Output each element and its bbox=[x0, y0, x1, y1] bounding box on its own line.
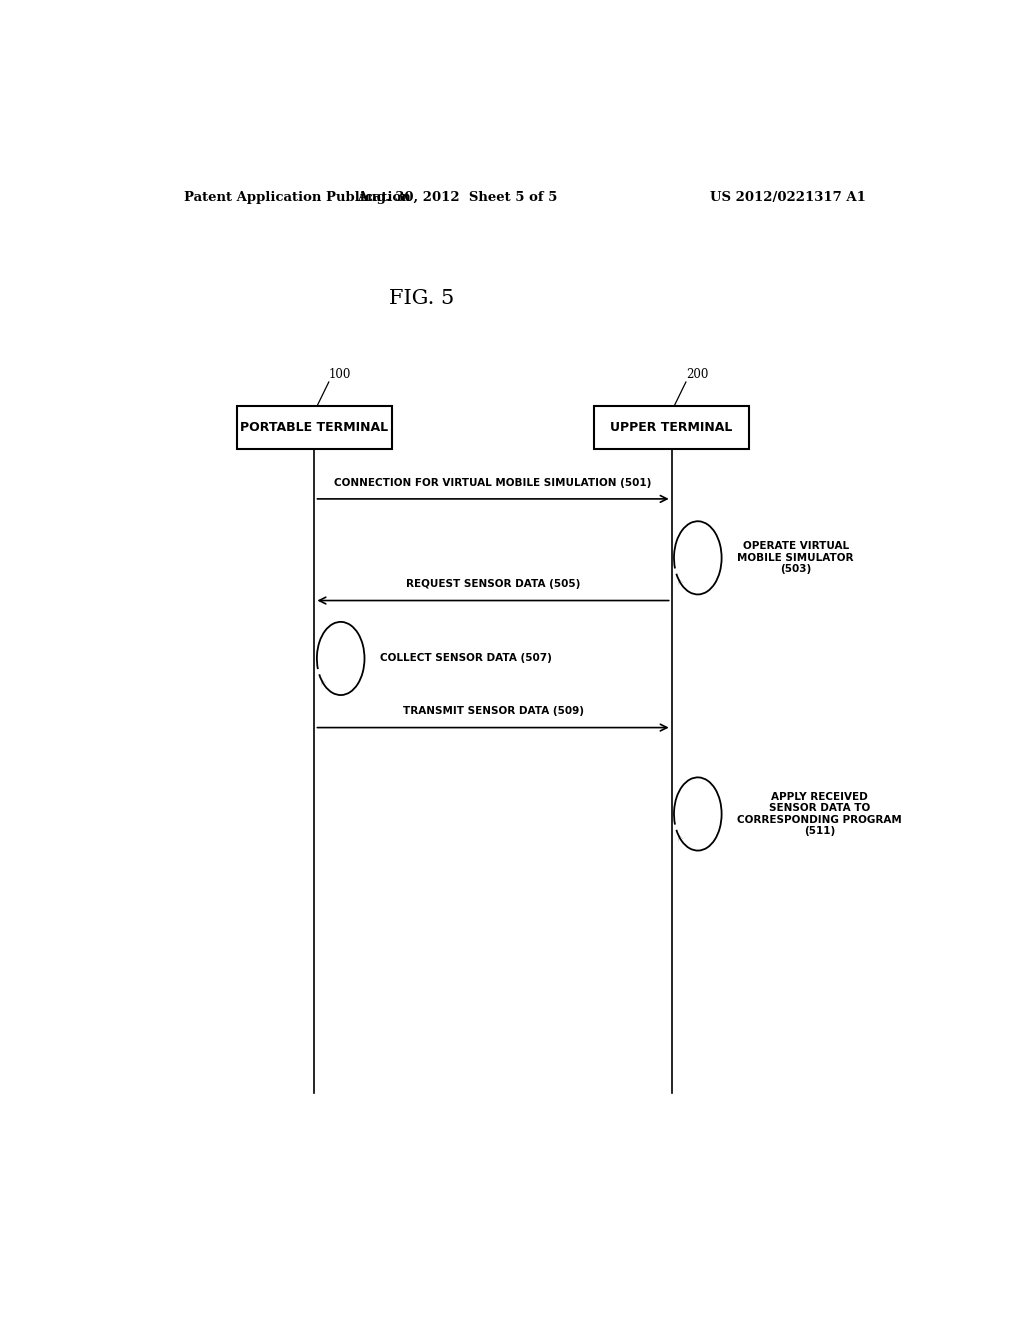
Text: FIG. 5: FIG. 5 bbox=[389, 289, 455, 308]
Text: Aug. 30, 2012  Sheet 5 of 5: Aug. 30, 2012 Sheet 5 of 5 bbox=[357, 190, 557, 203]
Text: CONNECTION FOR VIRTUAL MOBILE SIMULATION (501): CONNECTION FOR VIRTUAL MOBILE SIMULATION… bbox=[335, 478, 651, 487]
Text: 100: 100 bbox=[329, 368, 351, 381]
Text: Patent Application Publication: Patent Application Publication bbox=[183, 190, 411, 203]
Text: TRANSMIT SENSOR DATA (509): TRANSMIT SENSOR DATA (509) bbox=[402, 706, 584, 717]
Text: US 2012/0221317 A1: US 2012/0221317 A1 bbox=[711, 190, 866, 203]
Bar bbox=[594, 407, 749, 449]
Text: UPPER TERMINAL: UPPER TERMINAL bbox=[610, 421, 733, 434]
Text: REQUEST SENSOR DATA (505): REQUEST SENSOR DATA (505) bbox=[406, 579, 581, 589]
Text: 200: 200 bbox=[686, 368, 709, 381]
Bar bbox=[238, 407, 392, 449]
Text: APPLY RECEIVED
SENSOR DATA TO
CORRESPONDING PROGRAM
(511): APPLY RECEIVED SENSOR DATA TO CORRESPOND… bbox=[737, 792, 902, 837]
Text: OPERATE VIRTUAL
MOBILE SIMULATOR
(503): OPERATE VIRTUAL MOBILE SIMULATOR (503) bbox=[737, 541, 854, 574]
Text: COLLECT SENSOR DATA (507): COLLECT SENSOR DATA (507) bbox=[380, 653, 552, 664]
Text: PORTABLE TERMINAL: PORTABLE TERMINAL bbox=[241, 421, 388, 434]
